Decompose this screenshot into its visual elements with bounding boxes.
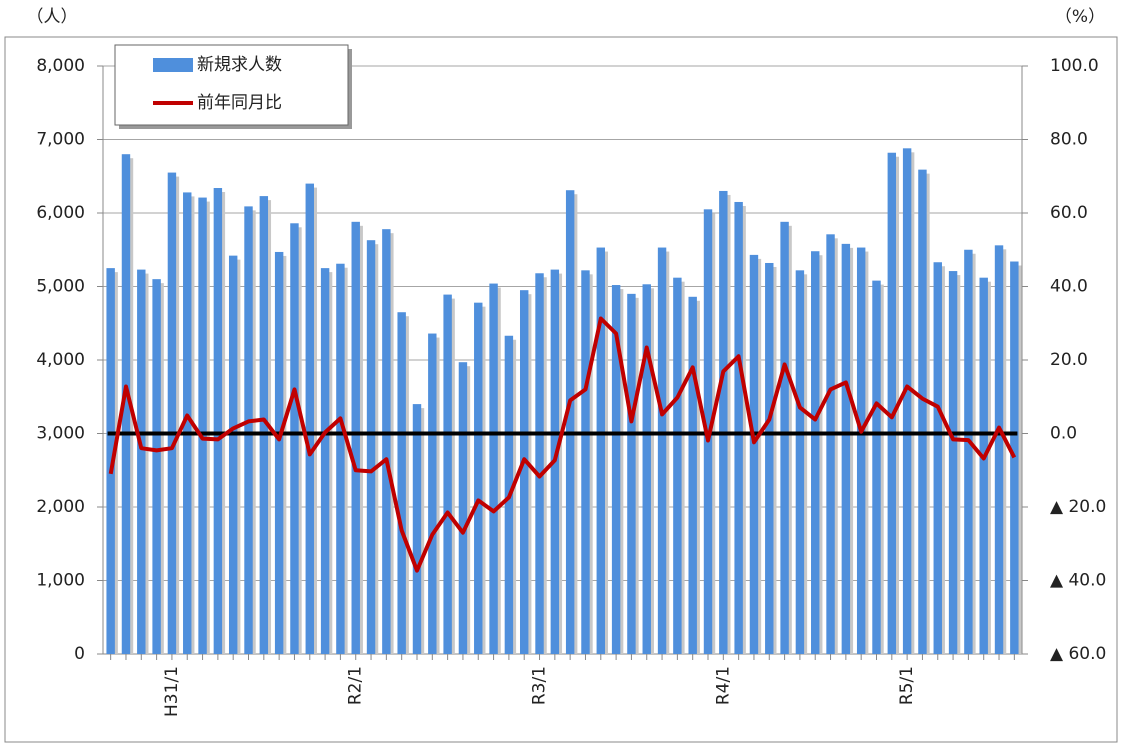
bar (933, 262, 942, 654)
y2-tick-label: 0.0 (1050, 424, 1077, 444)
bar (948, 271, 958, 654)
bar (642, 284, 651, 654)
y-tick-label: 3,000 (36, 424, 85, 444)
bar (305, 183, 314, 654)
bar (565, 190, 575, 654)
bar (749, 254, 759, 654)
legend-label: 新規求人数 (197, 55, 282, 75)
line (108, 316, 1017, 573)
y2-tick-label: ▲ 40.0 (1050, 571, 1106, 591)
bar (918, 169, 927, 654)
x-tick-label: R3/1 (530, 666, 550, 705)
legend-swatch (153, 58, 193, 72)
bar (611, 285, 621, 654)
bar (811, 251, 820, 654)
bar (259, 196, 269, 654)
bar (841, 243, 851, 654)
bar (979, 277, 988, 654)
y2-tick-label: ▲ 60.0 (1050, 644, 1106, 664)
y-tick-label: 7,000 (36, 130, 85, 150)
bar (167, 172, 177, 654)
bar (366, 240, 376, 654)
y-tick-label: 4,000 (36, 350, 85, 370)
bar (244, 206, 253, 654)
bar (351, 221, 360, 654)
bar (719, 190, 728, 654)
y-tick-label: 6,000 (36, 203, 85, 223)
y2-axis-label: （%） (1055, 7, 1105, 27)
bar (994, 245, 1004, 654)
x-tick-label: R5/1 (897, 666, 917, 705)
y-tick-label: 5,000 (36, 277, 85, 297)
bar (1010, 261, 1019, 654)
bar (964, 249, 973, 654)
y2-tick-label: 60.0 (1050, 203, 1088, 223)
bar (688, 296, 697, 654)
bar (228, 255, 238, 654)
bar (519, 290, 529, 654)
bar (320, 268, 330, 654)
bar (336, 263, 345, 654)
bar (581, 270, 590, 654)
bar (826, 234, 835, 654)
bar (856, 247, 866, 655)
bar (627, 293, 636, 654)
bar (458, 362, 468, 654)
y-tick-label: 8,000 (36, 56, 85, 76)
bar (397, 312, 406, 654)
bar (734, 201, 743, 654)
y2-tick-label: 20.0 (1050, 350, 1088, 370)
y-tick-label: 1,000 (36, 571, 85, 591)
bar (412, 404, 422, 654)
bar (489, 283, 498, 654)
bar (121, 154, 131, 654)
bar (213, 188, 223, 654)
bar (535, 273, 544, 654)
bar (183, 192, 192, 655)
bar (872, 280, 881, 654)
bar (780, 221, 789, 654)
bar (152, 279, 161, 654)
bar (765, 262, 774, 654)
y-tick-label: 2,000 (36, 497, 85, 517)
bar (428, 333, 437, 654)
bar (198, 197, 207, 654)
bar (443, 294, 452, 654)
x-tick-label: R4/1 (713, 666, 733, 705)
bar (106, 268, 115, 654)
bar (657, 247, 667, 655)
x-tick-label: R2/1 (346, 666, 366, 705)
bar (887, 152, 897, 655)
bar (673, 277, 682, 654)
y2-tick-label: 80.0 (1050, 130, 1088, 150)
y2-tick-label: ▲ 20.0 (1050, 497, 1106, 517)
y-axis-label: （人） (27, 7, 78, 27)
bar (902, 148, 912, 654)
bar (474, 302, 483, 654)
y-tick-label: 0 (74, 644, 85, 664)
bar (795, 270, 805, 654)
bar (137, 269, 146, 654)
bar (382, 229, 391, 655)
bar (290, 223, 299, 655)
y2-tick-label: 100.0 (1050, 56, 1099, 76)
y2-tick-label: 40.0 (1050, 277, 1088, 297)
bar (596, 247, 606, 655)
bar (274, 251, 284, 654)
x-tick-label: H31/1 (162, 666, 182, 717)
legend-label: 前年同月比 (197, 93, 282, 113)
